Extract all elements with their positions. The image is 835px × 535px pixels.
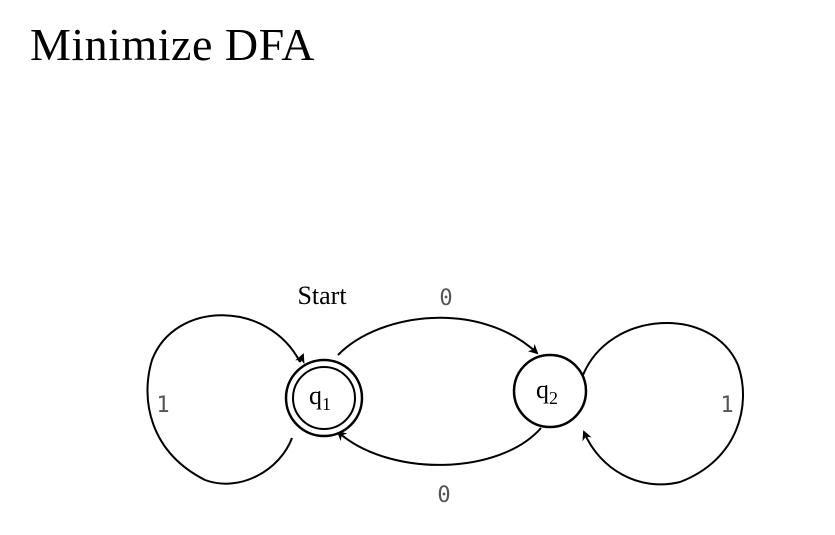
- page-title: Minimize DFA: [30, 19, 315, 70]
- transition-q2-q1: [336, 427, 542, 466]
- state-q1-subscript: 1: [322, 394, 331, 414]
- state-q2-circle: [512, 353, 588, 429]
- transition-q1-q2-label: 0: [439, 286, 452, 311]
- state-q1: q1: [284, 358, 364, 438]
- transition-q1-q1-arrow: [295, 353, 305, 365]
- state-q1-label: q1: [309, 381, 331, 414]
- state-q2: q2: [512, 353, 588, 429]
- transition-q1-q2: [337, 316, 539, 356]
- state-q1-name: q: [309, 381, 322, 410]
- transition-q2-q2-label: 1: [720, 393, 733, 418]
- state-q1-inner-ring: [292, 366, 356, 430]
- transition-q2-q1-label: 0: [437, 483, 450, 508]
- transition-q1-q1-label: 1: [156, 393, 169, 418]
- transition-q2-q2-loop: [582, 322, 745, 486]
- start-label: Start: [297, 281, 347, 310]
- state-q2-label: q2: [536, 375, 558, 408]
- state-q2-name: q: [536, 375, 549, 404]
- transition-q1-q1-loop: [146, 314, 301, 485]
- state-q2-subscript: 2: [549, 388, 558, 408]
